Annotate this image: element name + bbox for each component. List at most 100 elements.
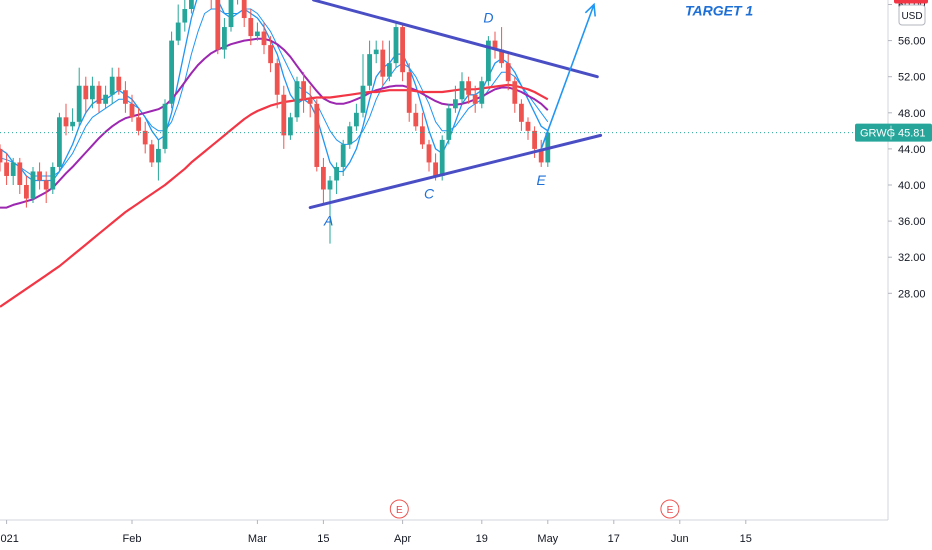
candle	[142, 121, 148, 154]
candle-body	[532, 130, 537, 149]
candle-body	[466, 81, 471, 95]
candle-body	[76, 85, 82, 122]
price-axis[interactable]: 76.0072.0068.0064.0060.0056.0052.0048.00…	[855, 0, 932, 520]
candle-body	[288, 117, 293, 136]
candle	[340, 139, 346, 176]
candle-body	[525, 121, 531, 131]
candle-body	[453, 99, 458, 109]
candle-body	[4, 162, 9, 176]
candle-body	[373, 49, 379, 55]
candle-body	[327, 180, 333, 190]
candle-body	[492, 40, 498, 50]
candle	[123, 81, 128, 113]
candle-body	[538, 148, 544, 163]
candle-body	[479, 81, 485, 104]
candle-body	[24, 185, 29, 199]
candle-body	[274, 63, 280, 95]
candle	[492, 31, 498, 59]
target-label: TARGET 1	[685, 2, 753, 18]
triangle-lower-trendline[interactable]	[308, 133, 603, 210]
triangle-upper-trendline[interactable]	[312, 0, 599, 79]
candle	[50, 162, 56, 195]
time-axis[interactable]: 2021 Feb Mar 15 Apr 19 May 17 Jun 15 E E	[0, 499, 888, 545]
candle	[43, 171, 49, 204]
candle-body	[175, 22, 181, 41]
breakout-arrow-shaft[interactable]	[540, 4, 595, 150]
candle-body	[439, 139, 445, 176]
price-tick-label: 36.00	[898, 216, 926, 228]
last-price-badge[interactable]	[855, 123, 932, 142]
candle	[255, 22, 260, 41]
moving-averages	[0, 0, 549, 308]
candle-body	[433, 162, 438, 176]
candle-body	[215, 0, 221, 50]
candle-body	[255, 31, 260, 37]
candle	[70, 108, 75, 131]
candle	[360, 54, 366, 118]
candle-body	[505, 63, 511, 82]
candle	[24, 175, 29, 208]
candle-body	[400, 27, 405, 73]
candle-body	[241, 0, 247, 19]
candle	[294, 76, 300, 122]
candle-body	[347, 126, 353, 145]
candle-body	[354, 112, 359, 127]
target-price-badge	[894, 0, 928, 4]
chart-drawings: TARGET 2TARGET 1ABCDE	[0, 0, 888, 229]
wave-label: C	[424, 186, 435, 202]
candle-body	[136, 117, 141, 131]
candle	[486, 36, 491, 86]
candle	[248, 9, 254, 46]
candle	[512, 76, 518, 113]
candle	[380, 40, 386, 86]
candle-body	[380, 49, 386, 77]
candle-body	[519, 103, 524, 122]
candle	[307, 85, 313, 118]
currency-label: USD	[901, 11, 922, 22]
candle-body	[301, 81, 306, 100]
earnings-marker[interactable]	[389, 499, 409, 519]
candle	[156, 139, 161, 181]
candle-body	[334, 166, 339, 181]
candle	[136, 108, 141, 136]
candle	[387, 40, 392, 82]
time-tick-label: 15	[740, 533, 752, 545]
candle	[373, 40, 379, 64]
candle-body	[294, 81, 300, 118]
currency-badge[interactable]	[898, 4, 926, 26]
candle-body	[30, 171, 36, 199]
candle	[30, 166, 36, 204]
moving-average-line	[0, 0, 549, 182]
candle	[479, 76, 485, 109]
candle-body	[228, 0, 234, 28]
candle	[314, 99, 320, 172]
earnings-marker[interactable]	[660, 499, 680, 519]
time-tick-label: Mar	[248, 533, 267, 545]
candle	[367, 40, 372, 91]
candle	[169, 31, 174, 109]
candle-body	[393, 27, 399, 64]
candle	[109, 67, 115, 104]
candle	[103, 85, 108, 109]
earnings-marker-label: E	[396, 505, 403, 516]
time-tick-label: 2021	[0, 533, 19, 545]
candle-body	[17, 162, 23, 185]
candle-body	[189, 0, 194, 10]
candle	[406, 63, 412, 122]
candle	[446, 103, 452, 145]
candle	[525, 117, 531, 140]
price-tick-label: 48.00	[898, 108, 926, 120]
moving-average-line	[0, 8, 549, 177]
earnings-marker-label: E	[667, 505, 674, 516]
candle	[499, 27, 504, 68]
candle	[268, 36, 273, 73]
last-price-value: 45.81	[898, 128, 926, 140]
candle	[0, 144, 3, 172]
candle-body	[149, 144, 155, 163]
candle	[426, 139, 432, 172]
candle	[175, 4, 181, 46]
candle-body	[103, 94, 108, 104]
candle-body	[169, 40, 174, 104]
candle	[215, 0, 221, 55]
